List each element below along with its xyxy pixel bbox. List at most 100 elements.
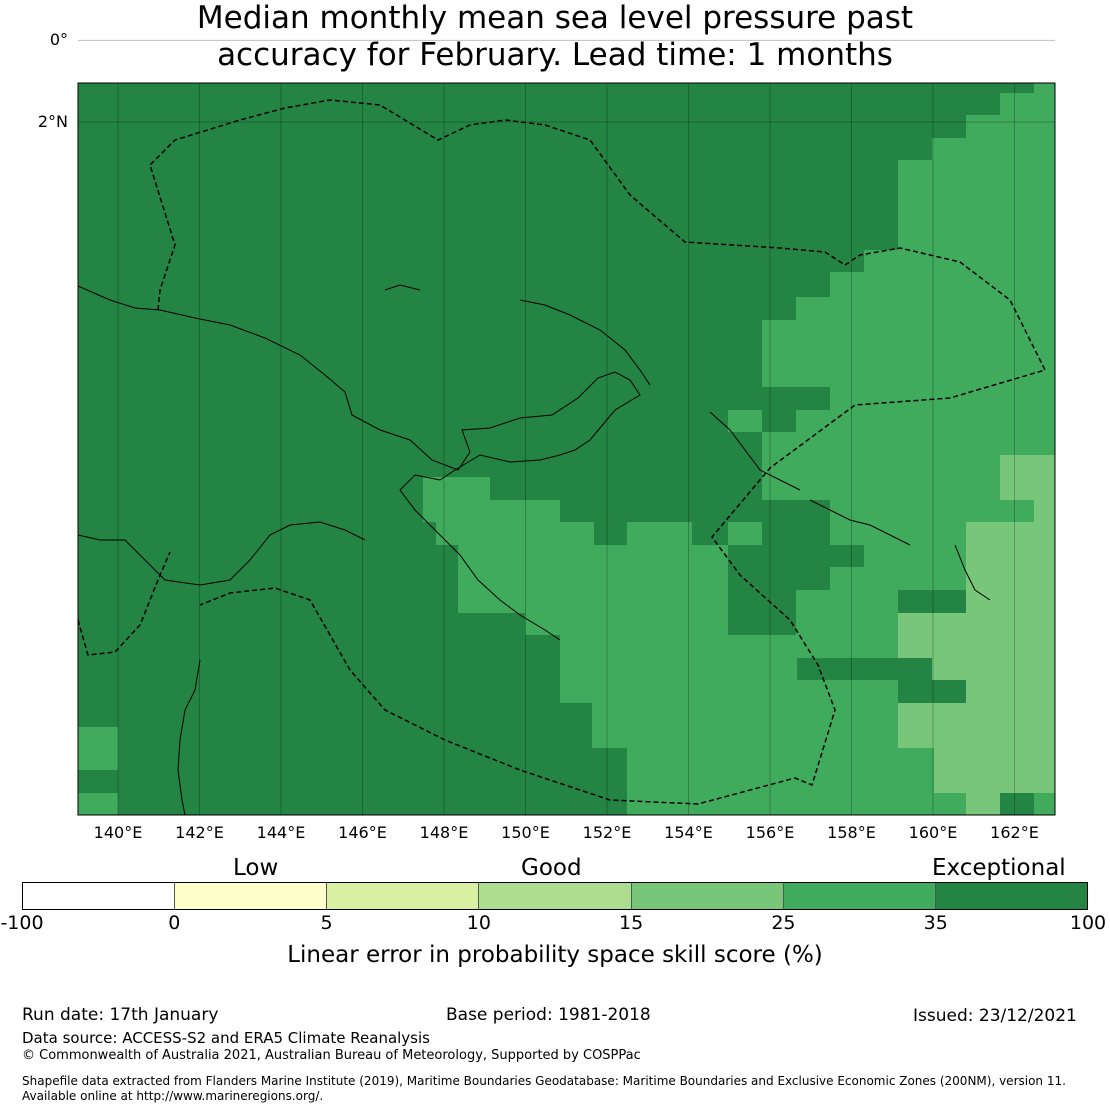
map-title-line-2: accuracy for February. Lead time: 1 mont…	[217, 37, 893, 73]
colorbar	[22, 882, 1088, 910]
colorbar-segment	[23, 883, 176, 909]
longitude-label: 144°E	[256, 823, 306, 842]
longitude-label: 148°E	[419, 823, 469, 842]
longitude-label: 158°E	[827, 823, 876, 842]
colorbar-tick-label: 10	[466, 912, 491, 934]
skill-cell-very-good	[436, 522, 594, 545]
skill-cell-very-good	[830, 387, 1055, 410]
skill-cell-very-good	[458, 567, 728, 590]
skill-cell-good	[898, 703, 1055, 748]
skill-cell-good	[932, 658, 1055, 680]
longitude-label: 150°E	[501, 823, 550, 842]
category-good: Good	[521, 855, 582, 881]
malaita-coast	[954, 544, 991, 601]
skill-cell-very-good	[762, 477, 1000, 500]
longitude-label: 142°E	[175, 823, 224, 842]
colorbar-segment	[327, 883, 480, 909]
skill-cell-very-good	[762, 342, 1055, 387]
skill-cell-very-good	[966, 115, 1055, 138]
longitude-label: 154°E	[664, 823, 713, 842]
skill-cell-very-good	[627, 748, 934, 770]
skill-cell-very-good	[592, 703, 898, 748]
new-britain-coast	[519, 299, 651, 386]
skill-cell-very-good	[797, 635, 898, 658]
skill-cell-very-good	[627, 522, 692, 545]
map-frame	[77, 82, 1056, 816]
skill-cell-good	[1034, 500, 1055, 522]
longitude-label: 146°E	[338, 823, 387, 842]
skill-cell-very-good	[423, 477, 490, 500]
colorbar-tick-label: -100	[0, 912, 44, 934]
png-eez-boundary	[149, 99, 1047, 805]
skill-cell-very-good	[864, 250, 1055, 272]
skill-cell-very-good	[796, 297, 1055, 320]
skill-cell-good	[934, 748, 1055, 770]
colorbar-segment	[935, 883, 1087, 909]
skill-cell-very-good	[830, 500, 1034, 522]
skill-cell-very-good	[1034, 793, 1055, 815]
longitude-label: 152°E	[582, 823, 632, 842]
skill-cell-very-good	[1000, 93, 1055, 115]
colorbar-tick-label: 5	[320, 912, 333, 934]
skill-cell-very-good	[560, 635, 797, 680]
category-exceptional: Exceptional	[932, 855, 1066, 881]
skill-cell-good	[966, 545, 1055, 590]
manus-coast	[384, 284, 421, 291]
skill-cell-very-good	[864, 545, 966, 567]
png-mainland-coast	[77, 285, 641, 641]
longitude-label: 140°E	[93, 823, 143, 842]
colorbar-tick-label: 25	[771, 912, 796, 934]
skill-cell-very-good	[796, 410, 1055, 432]
run-date: Run date: 17th January	[22, 1005, 219, 1025]
colorbar-segment	[479, 883, 632, 909]
eez-boundaries	[77, 99, 1047, 805]
skill-cell-good	[934, 770, 1055, 793]
skill-cell-good	[966, 522, 1055, 545]
bougainville-coast	[709, 411, 801, 491]
skill-cell-good	[1000, 455, 1055, 500]
longitude-label: 160°E	[908, 823, 958, 842]
skill-cell-very-good	[762, 320, 1055, 342]
skill-cell-very-good	[1034, 83, 1055, 93]
skill-cell-very-good	[830, 567, 966, 590]
colorbar-segment	[631, 883, 784, 909]
skill-cell-good	[966, 590, 1055, 613]
copyright: © Commonwealth of Australia 2021, Austra…	[22, 1048, 641, 1063]
irian-south-coast	[77, 521, 366, 586]
coastlines	[77, 284, 991, 816]
skill-cell-good	[898, 613, 1055, 658]
issued-date: Issued: 23/12/2021	[913, 1006, 1077, 1026]
base-period: Base period: 1981-2018	[446, 1005, 651, 1025]
skill-cell-very-good	[560, 680, 898, 703]
skill-cell-good	[966, 680, 1055, 703]
skill-cell-very-good	[525, 613, 728, 635]
skill-cell-very-good	[762, 432, 1055, 455]
shapefile-credit-line-1: Shapefile data extracted from Flanders M…	[22, 1074, 1066, 1088]
map-title-line-1: Median monthly mean sea level pressure p…	[196, 0, 914, 36]
skill-cell-very-good	[458, 545, 728, 567]
data-source: Data source: ACCESS-S2 and ERA5 Climate …	[22, 1029, 430, 1047]
skill-cell-very-good	[423, 500, 560, 522]
skill-cell-very-good	[762, 455, 1000, 477]
colorbar-axis-label: Linear error in probability space skill …	[287, 942, 823, 968]
skill-cell-very-good	[728, 410, 762, 432]
skill-cell-very-good	[796, 590, 898, 613]
skill-cells	[78, 83, 1055, 815]
gridlines	[78, 39, 1055, 815]
latitude-label: 0°	[49, 30, 68, 50]
skill-cell-good	[966, 793, 1000, 815]
latitude-label: 2°N	[37, 112, 68, 131]
colorbar-tick-label: 0	[168, 912, 181, 934]
skill-cell-very-good	[796, 613, 898, 635]
category-low: Low	[233, 855, 279, 881]
colorbar-tick-label: 100	[1069, 912, 1107, 934]
skill-cell-very-good	[728, 522, 762, 545]
shapefile-credit-line-2: Available online at http://www.marinereg…	[22, 1089, 324, 1103]
solomons-coast	[809, 499, 911, 546]
colorbar-segment	[783, 883, 936, 909]
colorbar-tick-label: 15	[619, 912, 644, 934]
colorbar-tick-label: 35	[923, 912, 948, 934]
skill-cell-very-good	[78, 727, 118, 770]
skill-cell-very-good	[627, 793, 966, 815]
longitude-label: 156°E	[745, 823, 795, 842]
